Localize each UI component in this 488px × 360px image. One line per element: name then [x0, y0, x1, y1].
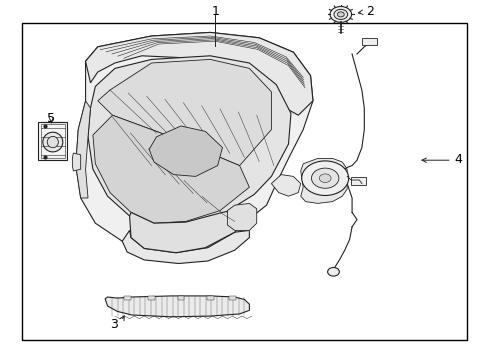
Polygon shape — [300, 158, 346, 203]
Text: 1: 1 — [211, 5, 219, 18]
Polygon shape — [85, 32, 312, 115]
Bar — [206, 296, 213, 300]
Circle shape — [311, 168, 338, 188]
Bar — [123, 296, 130, 300]
Ellipse shape — [43, 132, 62, 152]
Polygon shape — [129, 207, 249, 253]
Circle shape — [301, 161, 348, 195]
Polygon shape — [227, 203, 256, 230]
Polygon shape — [88, 56, 290, 227]
Text: 4: 4 — [454, 153, 462, 166]
Bar — [22, 23, 466, 340]
Polygon shape — [72, 153, 81, 171]
Bar — [148, 296, 155, 300]
Text: 2: 2 — [365, 5, 373, 18]
Bar — [350, 177, 365, 185]
Bar — [177, 296, 184, 300]
Text: 5: 5 — [47, 112, 55, 125]
Polygon shape — [105, 296, 249, 317]
Bar — [41, 124, 65, 158]
Bar — [228, 296, 235, 300]
Polygon shape — [149, 126, 222, 176]
Polygon shape — [98, 59, 271, 166]
Circle shape — [337, 12, 344, 17]
Polygon shape — [122, 230, 249, 264]
Polygon shape — [271, 175, 300, 196]
Circle shape — [319, 174, 330, 183]
Text: 3: 3 — [110, 318, 118, 330]
Ellipse shape — [47, 136, 58, 148]
Bar — [38, 122, 67, 160]
Polygon shape — [76, 32, 312, 252]
Circle shape — [329, 6, 351, 22]
Polygon shape — [93, 115, 249, 223]
Circle shape — [327, 267, 339, 276]
Polygon shape — [76, 101, 90, 198]
Bar — [361, 38, 376, 45]
Circle shape — [333, 9, 347, 19]
